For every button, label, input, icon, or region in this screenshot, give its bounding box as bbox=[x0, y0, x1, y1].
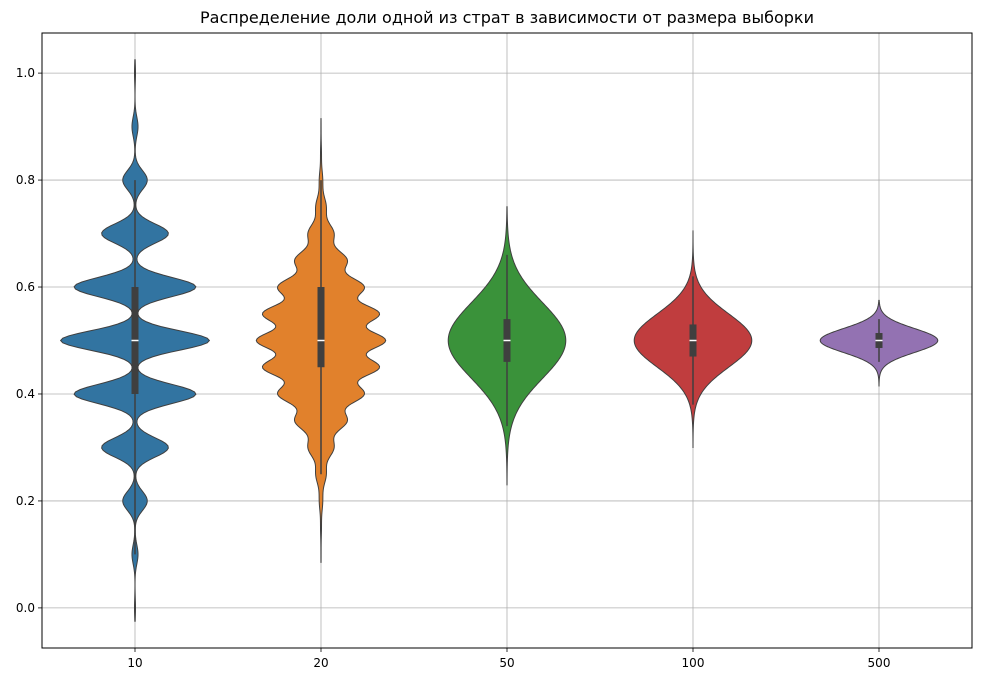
x-tick-label: 10 bbox=[127, 656, 142, 670]
violin-iqr-box bbox=[317, 287, 325, 368]
chart-title: Распределение доли одной из страт в зави… bbox=[200, 8, 814, 27]
plot-frame bbox=[41, 32, 973, 649]
y-tick-label: 0.6 bbox=[16, 280, 35, 294]
y-tick-label: 1.0 bbox=[16, 66, 35, 80]
y-tick-label: 0.2 bbox=[16, 494, 35, 508]
x-tick-label: 100 bbox=[682, 656, 705, 670]
y-tick-label: 0.4 bbox=[16, 387, 35, 401]
x-tick-label: 50 bbox=[499, 656, 514, 670]
violin-layer bbox=[59, 59, 939, 622]
axis-layer: 0.0 0.2 0.4 0.6 0.8 1.0 10 20 50 100 500 bbox=[16, 66, 891, 670]
x-tick-label: 500 bbox=[868, 656, 891, 670]
y-tick-label: 0.8 bbox=[16, 173, 35, 187]
x-tick-label: 20 bbox=[313, 656, 328, 670]
y-tick-label: 0.0 bbox=[16, 601, 35, 615]
